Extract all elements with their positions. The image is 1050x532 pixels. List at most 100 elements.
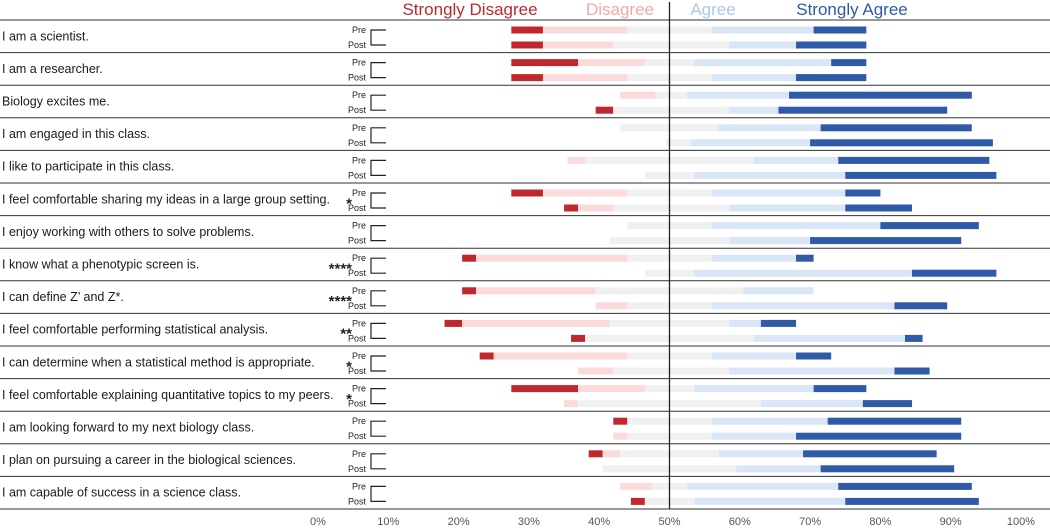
item-row: I can determine when a statistical metho… [2, 351, 930, 376]
pre-bar-disagree [476, 287, 596, 295]
post-bar-agree [729, 367, 895, 375]
post-bar-agree [729, 204, 846, 212]
post-label: Post [348, 496, 367, 506]
pre-post-bracket [370, 127, 386, 144]
pre-label: Pre [352, 481, 366, 491]
significance-marker: * [346, 391, 352, 408]
pre-bar-strongly-agree [813, 26, 867, 34]
statement-label: I know what a phenotypic screen is. [2, 258, 199, 272]
statement-label: I feel comfortable performing statistica… [2, 323, 268, 337]
item-row: I am looking forward to my next biology … [2, 416, 962, 441]
post-label: Post [348, 40, 367, 50]
significance-marker: **** [329, 261, 353, 278]
pre-bar-strongly-agree [813, 385, 867, 393]
pre-label: Pre [352, 253, 366, 263]
pre-bar-strongly-agree [838, 156, 990, 164]
pre-post-bracket [370, 322, 386, 339]
post-bar-agree [760, 400, 863, 408]
post-bar-neutral [613, 41, 730, 49]
post-label: Post [348, 73, 367, 83]
pre-bar-agree [687, 482, 839, 490]
post-bar-disagree [578, 204, 614, 212]
post-bar-strongly-agree [845, 497, 979, 505]
post-bar-strongly-agree [810, 139, 993, 147]
post-label: Post [348, 203, 367, 213]
pre-label: Pre [352, 58, 366, 68]
pre-bar-disagree [493, 352, 628, 360]
legend-item-disagree: Disagree [586, 0, 654, 19]
post-label: Post [348, 138, 367, 148]
post-bar-strongly-disagree [595, 106, 614, 114]
pre-bar-strongly-disagree [511, 385, 579, 393]
pre-bar-agree [718, 124, 821, 132]
post-bar-disagree [613, 432, 628, 440]
post-bar-strongly-disagree [630, 497, 645, 505]
x-tick-label: 100% [1007, 516, 1035, 528]
post-bar-disagree [595, 302, 628, 310]
pre-bar-disagree [542, 26, 628, 34]
pre-bar-strongly-disagree [613, 417, 628, 425]
legend-item-agree: Agree [690, 0, 735, 19]
pre-bar-agree [743, 287, 814, 295]
pre-label: Pre [352, 25, 366, 35]
statement-label: I can determine when a statistical metho… [2, 355, 315, 369]
post-bar-agree [694, 497, 846, 505]
pre-bar-disagree [578, 385, 645, 393]
pre-post-bracket [370, 225, 386, 242]
significance-marker: * [346, 358, 352, 375]
statement-label: I plan on pursuing a career in the biolo… [2, 453, 296, 467]
pre-bar-agree [711, 189, 846, 197]
post-bar-agree [694, 269, 913, 277]
statement-label: I am capable of success in a science cla… [2, 486, 241, 500]
pre-bar-strongly-agree [760, 319, 797, 327]
pre-post-bracket [370, 159, 386, 176]
pre-bar-strongly-agree [831, 59, 867, 67]
statement-label: I am a researcher. [2, 62, 103, 76]
pre-bar-agree [694, 385, 814, 393]
pre-post-bracket [370, 355, 386, 372]
pre-bar-strongly-agree [880, 222, 979, 230]
post-bar-strongly-agree [796, 74, 867, 82]
post-bar-strongly-agree [894, 302, 948, 310]
post-bar-agree [711, 432, 797, 440]
legend: Strongly Disagree Disagree Agree Strongly A… [402, 0, 907, 19]
significance-marker: * [346, 195, 352, 212]
item-row: I am capable of success in a science cla… [2, 481, 979, 506]
item-row: I enjoy working with others to solve pro… [2, 221, 979, 246]
pre-post-bracket [370, 257, 386, 274]
pre-bar-disagree [578, 59, 645, 67]
pre-bar-agree [711, 352, 797, 360]
post-bar-neutral [613, 367, 730, 375]
legend-item-strongly-disagree: Strongly Disagree [402, 0, 537, 19]
pre-label: Pre [352, 221, 366, 231]
x-tick-label: 10% [377, 516, 399, 528]
x-tick-label: 20% [448, 516, 470, 528]
item-row: I plan on pursuing a career in the biolo… [2, 449, 955, 474]
pre-bar-strongly-disagree [462, 287, 477, 295]
post-bar-neutral [613, 106, 730, 114]
pre-bar-disagree [567, 156, 586, 164]
pre-bar-agree [711, 222, 881, 230]
significance-marker: **** [329, 293, 353, 310]
item-row: I feel comfortable explaining quantitati… [2, 384, 913, 409]
pre-bar-strongly-disagree [511, 59, 579, 67]
pre-bar-strongly-agree [796, 352, 832, 360]
pre-bar-disagree [620, 482, 652, 490]
x-tick-label: 60% [729, 516, 751, 528]
x-tick-label: 80% [869, 516, 891, 528]
post-label: Post [348, 268, 367, 278]
pre-bar-agree [729, 319, 761, 327]
pre-label: Pre [352, 155, 366, 165]
post-bar-strongly-agree [912, 269, 997, 277]
pre-bar-strongly-disagree [479, 352, 494, 360]
post-bar-agree [736, 465, 821, 473]
pre-bar-agree [753, 156, 839, 164]
post-bar-disagree [578, 367, 614, 375]
pre-bar-disagree [462, 319, 610, 327]
pre-post-bracket [370, 192, 386, 209]
pre-post-bracket [370, 485, 386, 502]
pre-post-bracket [370, 29, 386, 46]
pre-bar-disagree [620, 91, 656, 99]
pre-bar-agree [711, 417, 828, 425]
